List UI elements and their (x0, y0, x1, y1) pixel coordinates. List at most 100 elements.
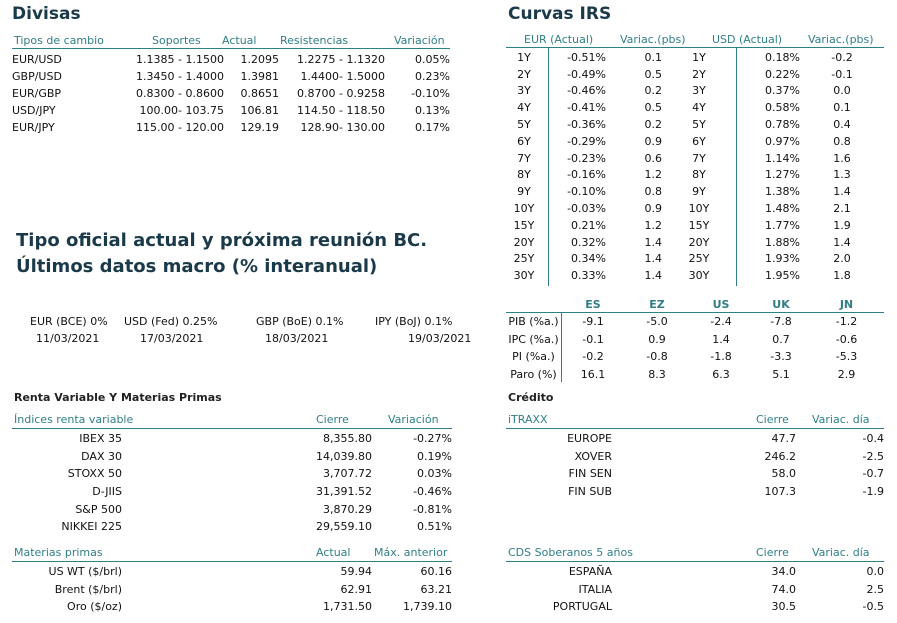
cierre-cell: 3,870.29 (323, 502, 372, 516)
usd-var-cell: 0.1 (833, 101, 851, 115)
macro-header-es: ES (585, 298, 601, 311)
index-name-cell: S&P 500 (75, 502, 122, 516)
eur-rate-cell: 0.34% (571, 252, 606, 266)
usd-tenor-cell: 9Y (692, 185, 706, 199)
renta-divider (12, 428, 452, 429)
usd-tenor-cell: 8Y (692, 168, 706, 182)
max-anterior-cell: 60.16 (420, 565, 453, 579)
ez-cell: 8.3 (648, 367, 666, 381)
rate-jpy: IPY (BoJ) 0.1% (375, 315, 453, 328)
usd-var-cell: 1.6 (833, 151, 851, 165)
cds-header-name: CDS Soberanos 5 años (508, 546, 633, 559)
usd-tenor-cell: 3Y (692, 84, 706, 98)
pair-cell: EUR/GBP (12, 87, 62, 100)
eur-var-cell: 0.5 (644, 101, 663, 115)
index-name-cell: IBEX 35 (79, 432, 122, 446)
usd-var-cell: 1.4 (833, 185, 851, 199)
irs-header-eur: EUR (Actual) (524, 33, 594, 46)
tipo-title-line1: Tipo oficial actual y próxima reunión BC… (16, 230, 428, 251)
table-row: Paro (%) 16.1 8.3 6.3 5.1 2.9 (506, 366, 884, 384)
eur-tenor-cell: 8Y (517, 168, 531, 182)
actual-cell: 59.94 (340, 565, 373, 579)
macro-label-cell: Paro (%) (510, 367, 557, 381)
usd-var-cell: 0.4 (833, 118, 851, 132)
macro-vline (561, 312, 562, 382)
cds-divider (506, 561, 884, 562)
credito-header-variac: Variac. día (812, 413, 870, 426)
table-row: 30Y 0.33% 1.4 30Y 1.95% 1.8 (506, 267, 884, 284)
es-cell: 16.1 (580, 367, 606, 381)
resistencias-cell: 1.2275 - 1.1320 (297, 53, 385, 66)
table-row: FIN SEN 58.0 -0.7 (506, 465, 884, 483)
eur-rate-cell: -0.29% (567, 134, 606, 148)
cierre-cell: 47.7 (771, 432, 797, 446)
table-row: FIN SUB 107.3 -1.9 (506, 483, 884, 501)
es-cell: -0.1 (582, 332, 604, 346)
divisas-table: EUR/USD 1.1385 - 1.1500 1.2095 1.2275 - 1.1… (12, 51, 450, 136)
soportes-cell: 100.00- 103.75 (139, 104, 224, 117)
variacion-cell: 0.19% (417, 449, 452, 463)
es-cell: -9.1 (582, 315, 604, 329)
usd-var-cell: 2.0 (833, 252, 851, 266)
eur-rate-cell: -0.03% (567, 202, 606, 216)
renta-header-cierre: Cierre (316, 413, 349, 426)
usd-var-cell: 1.3 (833, 168, 851, 182)
usd-tenor-cell: 6Y (692, 134, 706, 148)
table-row: EUR/USD 1.1385 - 1.1500 1.2095 1.2275 - 1.1… (12, 51, 450, 68)
materias-header-max: Máx. anterior (374, 546, 448, 559)
date-jpy: 19/03/2021 (408, 332, 472, 345)
irs-table: 1Y -0.51% 0.1 1Y 0.18% -0.2 2Y -0.49% 0.5 2Y 0.22%… (506, 49, 884, 284)
usd-tenor-cell: 1Y (692, 50, 706, 64)
actual-cell: 1,731.50 (323, 600, 372, 614)
cierre-cell: 58.0 (771, 467, 797, 481)
eur-rate-cell: 0.21% (571, 218, 606, 232)
eur-tenor-cell: 5Y (517, 118, 531, 132)
table-row: NIKKEI 225 29,559.10 0.51% (12, 518, 452, 536)
rate-eur: EUR (BCE) 0% (30, 315, 108, 328)
macro-table: ES EZ US UK JN PIB (%a.) -9.1 -5.0 -2.4 -7.8 -1.2… (506, 296, 884, 383)
variacion-cell: -0.81% (413, 502, 452, 516)
table-row: Oro ($/oz) 1,731.50 1,739.10 (12, 598, 452, 616)
variac-cell: -0.5 (862, 600, 884, 614)
usd-rate-cell: 1.27% (765, 168, 800, 182)
itraxx-name-cell: XOVER (574, 449, 612, 463)
eur-tenor-cell: 30Y (513, 269, 535, 283)
eur-tenor-cell: 25Y (513, 252, 535, 266)
usd-var-cell: -0.1 (831, 67, 853, 81)
irs-header-eur-var: Variac.(pbs) (620, 33, 686, 46)
cierre-cell: 3,707.72 (323, 467, 372, 481)
table-row: PIB (%a.) -9.1 -5.0 -2.4 -7.8 -1.2 (506, 313, 884, 331)
usd-tenor-cell: 7Y (692, 151, 706, 165)
table-row: 4Y -0.41% 0.5 4Y 0.58% 0.1 (506, 99, 884, 116)
divisas-header-variacion: Variación (394, 34, 445, 47)
ez-cell: 0.9 (648, 332, 666, 346)
index-name-cell: D-JIIS (92, 485, 122, 499)
table-row: EUR/GBP 0.8300 - 0.8600 0.8651 0.8700 - 0.9… (12, 85, 450, 102)
variac-cell: -2.5 (862, 449, 884, 463)
table-row: EUR/JPY 115.00 - 120.00 129.19 128.90- 130.… (12, 119, 450, 136)
eur-rate-cell: -0.36% (567, 118, 606, 132)
table-row: 10Y -0.03% 0.9 10Y 1.48% 2.1 (506, 200, 884, 217)
date-eur: 11/03/2021 (36, 332, 100, 345)
eur-tenor-cell: 3Y (517, 84, 531, 98)
divisas-header-actual: Actual (222, 34, 257, 47)
usd-rate-cell: 1.38% (765, 185, 800, 199)
table-row: 15Y 0.21% 1.2 15Y 1.77% 1.9 (506, 217, 884, 234)
variac-cell: -1.9 (862, 485, 884, 499)
variacion-cell: 0.03% (417, 467, 452, 481)
macro-label-cell: PIB (%a.) (508, 315, 559, 329)
eur-var-cell: 0.1 (644, 50, 663, 64)
eur-var-cell: 0.2 (644, 118, 663, 132)
jn-cell: -0.6 (835, 332, 858, 346)
variacion-cell: 0.05% (415, 53, 450, 66)
cierre-cell: 246.2 (764, 449, 797, 463)
table-row: 6Y -0.29% 0.9 6Y 0.97% 0.8 (506, 133, 884, 150)
eur-var-cell: 0.9 (644, 202, 663, 216)
jn-cell: 2.9 (837, 367, 856, 381)
cds-header-cierre: Cierre (756, 546, 789, 559)
us-cell: -2.4 (710, 315, 732, 329)
itraxx-name-cell: FIN SUB (568, 485, 612, 499)
variac-cell: -0.7 (862, 467, 884, 481)
variac-cell: 2.5 (866, 582, 885, 596)
variacion-cell: -0.27% (413, 432, 452, 446)
